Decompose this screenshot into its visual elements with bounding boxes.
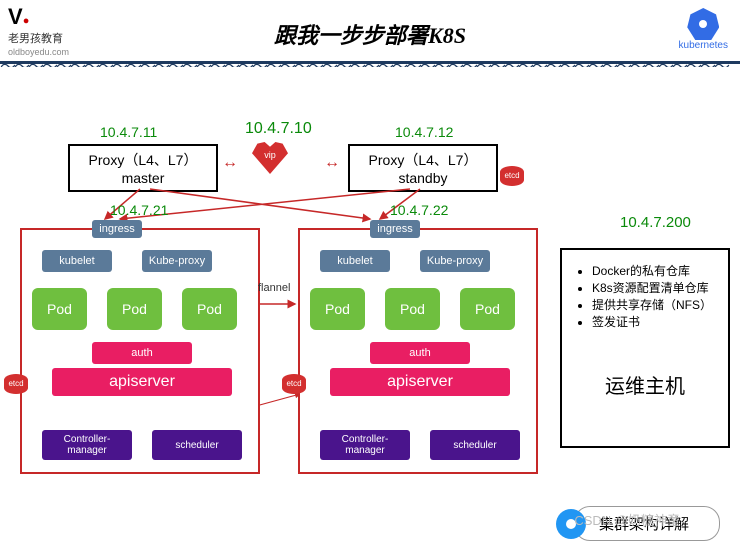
controller-box: Controller-manager bbox=[42, 430, 132, 460]
pod-box: Pod bbox=[32, 288, 87, 330]
brand-cn: 老男孩教育 bbox=[8, 33, 63, 45]
wave-decoration: 〜〜〜〜〜〜〜〜〜〜〜〜〜〜〜〜〜〜〜〜〜〜〜〜〜〜〜〜〜〜〜〜〜〜〜〜〜〜〜〜… bbox=[0, 53, 740, 67]
pod-box: Pod bbox=[460, 288, 515, 330]
ingress-box: ingress bbox=[92, 220, 142, 238]
ops-item: 提供共享存储（NFS） bbox=[592, 296, 712, 313]
kubelet-box: kubelet bbox=[320, 250, 390, 272]
k8s-label: kubernetes bbox=[679, 40, 728, 51]
page-title: 跟我一步步部署K8S bbox=[274, 18, 466, 50]
diagram-canvas: 10.4.7.11 10.4.7.10 10.4.7.12 Proxy（L4、L… bbox=[0, 74, 740, 499]
scheduler-box: scheduler bbox=[430, 430, 520, 460]
proxy-master-l1: Proxy（L4、L7） bbox=[80, 150, 206, 170]
proxy-master-l2: master bbox=[80, 170, 206, 186]
etcd-icon-node2: etcd bbox=[282, 374, 306, 394]
proxy-standby-l1: Proxy（L4、L7） bbox=[360, 150, 486, 170]
pod-box: Pod bbox=[107, 288, 162, 330]
k8s-wheel-icon bbox=[687, 8, 719, 40]
apiserver-box: apiserver bbox=[330, 368, 510, 396]
proxy-master-box: Proxy（L4、L7） master bbox=[68, 144, 218, 192]
ip-proxy-master: 10.4.7.11 bbox=[100, 124, 157, 140]
ip-ops: 10.4.7.200 bbox=[620, 214, 691, 231]
kubelet-box: kubelet bbox=[42, 250, 112, 272]
ip-node1: 10.4.7.21 bbox=[110, 202, 168, 218]
etcd-icon-node1: etcd bbox=[4, 374, 28, 394]
node2-box: ingress kubelet Kube-proxy Pod Pod Pod a… bbox=[298, 228, 538, 474]
kubeproxy-box: Kube-proxy bbox=[420, 250, 490, 272]
ops-item: 签发证书 bbox=[592, 313, 712, 330]
ops-title: 运维主机 bbox=[578, 370, 712, 399]
proxy-standby-box: Proxy（L4、L7） standby bbox=[348, 144, 498, 192]
ops-host-box: Docker的私有仓库 K8s资源配置清单仓库 提供共享存储（NFS） 签发证书… bbox=[560, 248, 730, 448]
ops-item: Docker的私有仓库 bbox=[592, 262, 712, 279]
node1-box: ingress kubelet Kube-proxy Pod Pod Pod a… bbox=[20, 228, 260, 474]
scheduler-box: scheduler bbox=[152, 430, 242, 460]
brand-logo: V● 老男孩教育 oldboyedu.com bbox=[8, 4, 69, 58]
auth-box: auth bbox=[92, 342, 192, 364]
vip-label: vip bbox=[264, 150, 276, 160]
kubernetes-logo: kubernetes bbox=[679, 8, 728, 51]
vip-heart-icon: vip bbox=[252, 142, 288, 174]
kubeproxy-box: Kube-proxy bbox=[142, 250, 212, 272]
arrow-icon: ↔ bbox=[324, 154, 340, 172]
proxy-standby-l2: standby bbox=[360, 170, 486, 186]
ip-node2: 10.4.7.22 bbox=[390, 202, 448, 218]
ip-proxy-standby: 10.4.7.12 bbox=[395, 124, 453, 140]
ingress-box: ingress bbox=[370, 220, 420, 238]
watermark: CSDN @奶糖神童 bbox=[574, 510, 680, 529]
ops-list: Docker的私有仓库 K8s资源配置清单仓库 提供共享存储（NFS） 签发证书 bbox=[592, 262, 712, 330]
apiserver-box: apiserver bbox=[52, 368, 232, 396]
pod-box: Pod bbox=[385, 288, 440, 330]
flannel-label: flannel bbox=[258, 282, 290, 294]
ip-vip: 10.4.7.10 bbox=[245, 120, 312, 138]
etcd-icon-proxy: etcd bbox=[500, 166, 524, 186]
auth-box: auth bbox=[370, 342, 470, 364]
header: V● 老男孩教育 oldboyedu.com 跟我一步步部署K8S kubern… bbox=[0, 0, 740, 64]
pod-box: Pod bbox=[310, 288, 365, 330]
pod-box: Pod bbox=[182, 288, 237, 330]
controller-box: Controller-manager bbox=[320, 430, 410, 460]
ops-item: K8s资源配置清单仓库 bbox=[592, 279, 712, 296]
arrow-icon: ↔ bbox=[222, 154, 238, 172]
